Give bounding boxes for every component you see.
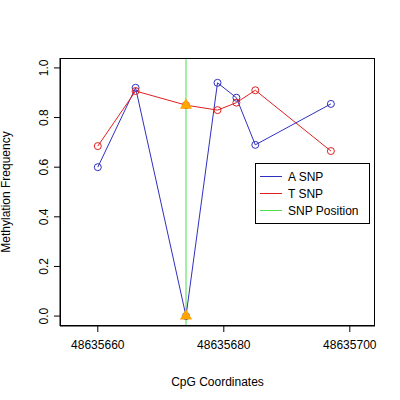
svg-text:48635680: 48635680 <box>197 338 251 352</box>
svg-text:0.0: 0.0 <box>37 307 51 324</box>
svg-text:0.4: 0.4 <box>37 208 51 225</box>
svg-text:0.2: 0.2 <box>37 258 51 275</box>
html-text:A SNP: A SNP <box>288 169 324 184</box>
svg-text:0.8: 0.8 <box>37 109 51 126</box>
svg-text:48635700: 48635700 <box>323 338 377 352</box>
svg-text:1.0: 1.0 <box>37 59 51 76</box>
svg-text:48635660: 48635660 <box>71 338 125 352</box>
html-text:SNP Position: SNP Position <box>288 203 359 218</box>
svg-text:CpG Coordinates: CpG Coordinates <box>171 375 264 389</box>
svg-text:0.6: 0.6 <box>37 159 51 176</box>
svg-text:Methylation Frequency: Methylation Frequency <box>8 131 13 252</box>
html-text:T SNP: T SNP <box>288 186 324 201</box>
